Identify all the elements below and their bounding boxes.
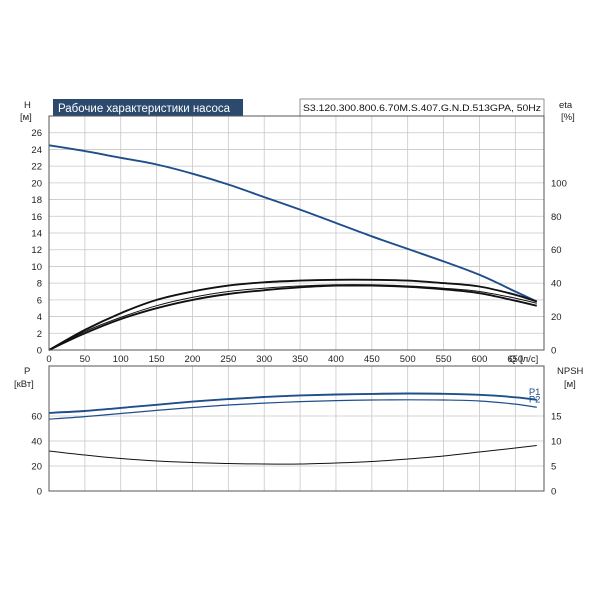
x-tick-label: 0: [46, 354, 51, 365]
lower-left-tick-label: 40: [31, 437, 42, 448]
upper-series-line-3: [48, 284, 537, 351]
x-tick-label: 400: [328, 354, 344, 365]
lower-tick-labels: 0 20 40 60 0 5 10 15: [31, 412, 561, 498]
upper-series-line-2: [48, 278, 538, 351]
upper-right-tick-label: 100: [551, 178, 567, 189]
lower-right-tick-label: 0: [551, 487, 556, 498]
lower-right-tick-label: 10: [551, 437, 562, 448]
lower-series-line-1: [48, 392, 537, 414]
x-tick-label: 500: [400, 354, 416, 365]
lower-series-label-p1: P1: [529, 387, 541, 398]
x-tick-label: 100: [113, 354, 129, 365]
upper-right-tick-label: 80: [551, 212, 562, 223]
x-tick-label: 650: [507, 354, 523, 365]
x-tick-label: 200: [185, 354, 201, 365]
lower-left-tick-label: 0: [37, 487, 42, 498]
upper-right-tick-label: 0: [551, 346, 556, 357]
x-tick-label: 150: [149, 354, 165, 365]
x-tick-label: 300: [256, 354, 272, 365]
lower-left-axis-unit: [кВт]: [14, 379, 34, 390]
upper-left-tick-label: 14: [31, 229, 42, 240]
x-tick-label: 600: [472, 354, 488, 365]
x-tick-label: 250: [220, 354, 236, 365]
upper-right-tick-label: 60: [551, 245, 562, 256]
x-axis-label: Q: [509, 354, 516, 365]
upper-left-tick-label: 6: [37, 295, 42, 306]
upper-right-axis-label: eta: [559, 100, 573, 111]
lower-series-line-3: [48, 445, 537, 465]
lower-series-label-p2: P2: [529, 394, 541, 405]
lower-right-tick-label: 5: [551, 462, 556, 473]
lower-right-tick-label: 15: [551, 412, 562, 423]
upper-left-tick-label: 0: [37, 346, 42, 357]
upper-left-tick-label: 26: [31, 128, 42, 139]
upper-left-tick-label: 2: [37, 329, 42, 340]
upper-left-axis-unit: [м]: [20, 112, 32, 123]
lower-right-axis-label: NPSH: [557, 366, 584, 377]
upper-left-tick-label: 8: [37, 279, 42, 290]
lower-plot-frame: [48, 365, 545, 492]
x-tick-label: 550: [436, 354, 452, 365]
upper-right-tick-label: 40: [551, 279, 562, 290]
upper-left-tick-label: 12: [31, 245, 42, 256]
upper-right-tick-label: 20: [551, 312, 562, 323]
x-tick-label: 350: [292, 354, 308, 365]
upper-left-axis-label: H: [24, 100, 31, 111]
lower-left-tick-label: 20: [31, 462, 42, 473]
x-tick-label: 450: [364, 354, 380, 365]
upper-tick-labels: 0 50 100 150 200 250 300 350 400 450 500 550 600 6500…: [31, 128, 566, 365]
upper-left-tick-label: 4: [37, 312, 42, 323]
upper-right-axis-unit: [%]: [561, 112, 575, 123]
lower-left-tick-label: 60: [31, 412, 42, 423]
upper-series-line-4: [48, 284, 538, 351]
x-tick-label: 50: [80, 354, 91, 365]
upper-left-tick-label: 16: [31, 212, 42, 223]
upper-left-tick-label: 22: [31, 162, 42, 173]
lower-left-axis-label: P: [24, 366, 30, 377]
lower-right-axis-unit: [м]: [564, 379, 576, 390]
title-badge: [53, 99, 243, 116]
chart-title: Рабочие характеристики насоса: [58, 103, 231, 115]
upper-left-tick-label: 24: [31, 145, 42, 156]
upper-left-tick-label: 18: [31, 195, 42, 206]
upper-plot-frame: [48, 115, 545, 351]
x-axis-unit: [л/с]: [520, 354, 538, 365]
upper-series-line-1: [48, 144, 538, 303]
lower-series-line-2: [48, 399, 537, 420]
upper-left-tick-label: 10: [31, 262, 42, 273]
upper-series: [48, 144, 538, 351]
model-label: S3.120.300.800.6.70M.S.407.G.N.D.513GPA,…: [303, 103, 541, 114]
upper-left-tick-label: 20: [31, 178, 42, 189]
